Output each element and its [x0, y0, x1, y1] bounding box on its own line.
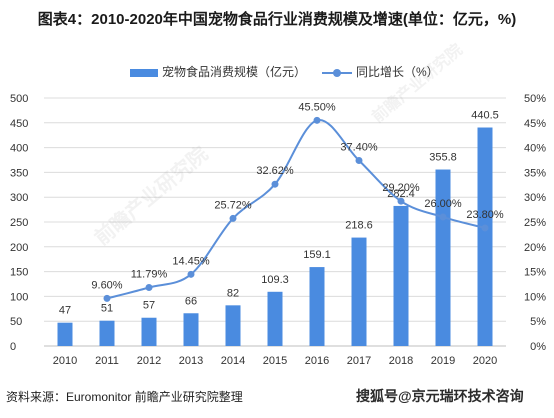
x-tick-label: 2010 [53, 355, 77, 367]
bar [99, 320, 115, 346]
x-tick-label: 2011 [95, 355, 119, 367]
y-tick-label: 450 [10, 118, 28, 130]
bar-value-label: 159.1 [303, 249, 331, 261]
y2-tick-label: 35% [524, 167, 546, 179]
legend-item-line: 同比增长（%） [322, 64, 439, 80]
bar [351, 237, 367, 346]
bar-value-label: 57 [143, 300, 155, 312]
growth-value-label: 45.50% [298, 101, 336, 113]
y-tick-label: 250 [10, 217, 28, 229]
bar [225, 305, 241, 346]
bar [393, 205, 409, 346]
growth-line [106, 119, 486, 300]
y-tick-label: 100 [10, 291, 28, 303]
bar-value-label: 109.3 [261, 274, 289, 286]
x-tick-label: 2013 [179, 355, 203, 367]
source-note: 资料来源：Euromonitor 前瞻产业研究院整理 [6, 390, 243, 404]
growth-point [481, 224, 489, 232]
legend-item-bar: 宠物食品消费规模（亿元） [130, 64, 306, 80]
y2-tick-label: 25% [524, 217, 546, 229]
growth-value-label: 11.79% [131, 269, 168, 281]
growth-point [313, 116, 321, 124]
y-tick-label: 0 [10, 341, 16, 353]
growth-value-label: 14.45% [172, 255, 210, 267]
growth-point [145, 284, 153, 292]
y2-tick-label: 40% [524, 143, 546, 155]
y2-tick-label: 15% [524, 267, 546, 279]
bar [183, 313, 199, 346]
growth-value-label: 26.00% [424, 198, 462, 210]
bar-value-label: 66 [185, 295, 197, 307]
bar-value-label: 440.5 [471, 110, 499, 122]
legend-bar-swatch [130, 68, 158, 77]
growth-point [355, 156, 363, 164]
growth-value-label: 25.72% [214, 199, 252, 211]
growth-point [397, 197, 405, 205]
bar-value-label: 47 [59, 305, 71, 317]
bar [435, 169, 451, 346]
y2-tick-label: 10% [524, 291, 546, 303]
growth-point [103, 294, 111, 302]
y-tick-label: 150 [10, 267, 28, 279]
bar-value-label: 218.6 [345, 220, 373, 232]
legend-line-label: 同比增长（%） [356, 65, 439, 79]
bar-value-label: 82 [227, 287, 239, 299]
legend: 宠物食品消费规模（亿元） 同比增长（%） [0, 64, 554, 82]
x-tick-label: 2020 [473, 355, 497, 367]
chart-title: 图表4：2010-2020年中国宠物食品行业消费规模及增速(单位：亿元，%) [37, 11, 517, 28]
y-tick-label: 350 [10, 167, 28, 179]
x-tick-label: 2017 [347, 355, 371, 367]
growth-value-label: 29.20% [382, 182, 420, 194]
y-tick-label: 500 [10, 93, 28, 105]
legend-bar-label: 宠物食品消费规模（亿元） [162, 65, 307, 79]
growth-point [229, 214, 237, 222]
x-tick-label: 2015 [263, 355, 287, 367]
bar [57, 322, 73, 346]
y-tick-label: 200 [10, 242, 28, 254]
y2-tick-label: 0% [530, 341, 546, 353]
y-tick-label: 50 [10, 316, 22, 328]
y2-tick-label: 45% [524, 118, 546, 130]
bar [477, 127, 493, 347]
growth-value-label: 9.60% [91, 279, 122, 291]
bar [141, 317, 157, 346]
legend-line-swatch [322, 68, 352, 77]
x-tick-label: 2012 [137, 355, 161, 367]
bar [267, 291, 283, 346]
growth-point [271, 180, 279, 188]
bar-value-label: 355.8 [429, 152, 457, 164]
y2-tick-label: 5% [530, 316, 546, 328]
growth-value-label: 32.62% [256, 165, 294, 177]
x-tick-label: 2019 [431, 355, 455, 367]
x-tick-label: 2016 [305, 355, 329, 367]
growth-point [439, 213, 447, 221]
y2-tick-label: 30% [524, 192, 546, 204]
bar [309, 267, 325, 346]
y2-tick-label: 20% [524, 242, 546, 254]
bar-value-label: 51 [101, 303, 113, 315]
y-tick-label: 300 [10, 192, 28, 204]
growth-value-label: 37.40% [340, 141, 378, 153]
x-tick-label: 2014 [221, 355, 245, 367]
y2-tick-label: 50% [524, 93, 546, 105]
watermark-text: 搜狐号@京元瑞环技术咨询 [354, 386, 526, 406]
growth-point [187, 270, 195, 278]
growth-value-label: 23.80% [466, 209, 504, 221]
y-tick-label: 400 [10, 143, 28, 155]
x-tick-label: 2018 [389, 355, 413, 367]
